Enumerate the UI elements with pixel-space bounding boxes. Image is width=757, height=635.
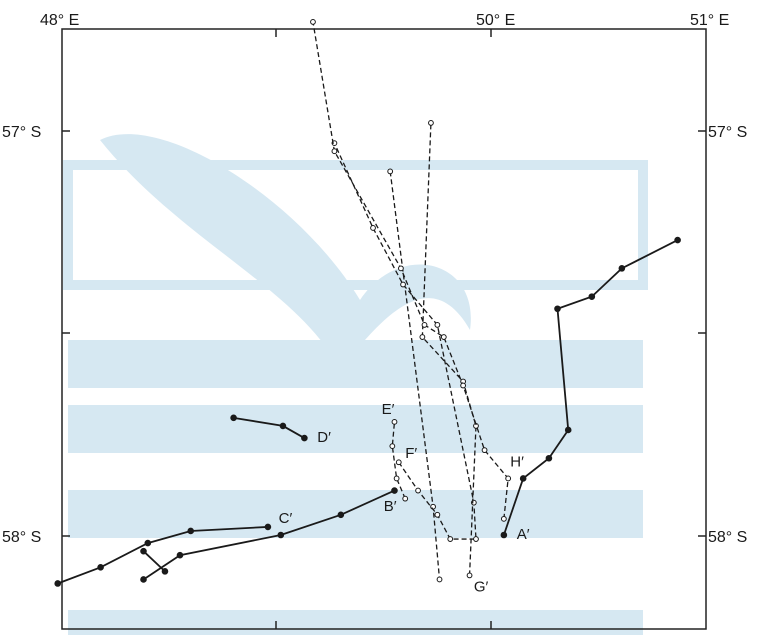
track-point-g-3 bbox=[419, 334, 426, 340]
lat-label-58-right: 58° S bbox=[708, 529, 747, 546]
track-point-c2-4 bbox=[391, 487, 398, 494]
track-point-b-1 bbox=[393, 475, 400, 482]
track-label-c: C′ bbox=[279, 510, 293, 527]
track-point-a-2 bbox=[545, 454, 553, 462]
track-point-e-0 bbox=[387, 168, 394, 175]
track-line-f bbox=[333, 142, 477, 540]
lon-label-48: 48° E bbox=[40, 12, 79, 29]
track-point-a-6 bbox=[618, 265, 626, 272]
map-frame bbox=[61, 28, 707, 630]
track-point-d-1 bbox=[279, 422, 287, 430]
track-point-b-0 bbox=[402, 495, 409, 502]
track-line-b bbox=[391, 421, 406, 499]
track-point-a-4 bbox=[554, 305, 561, 313]
track-point-a-0 bbox=[500, 531, 508, 539]
track-point-h-6 bbox=[398, 265, 404, 272]
watermark-logo bbox=[63, 134, 648, 635]
track-point-f-6 bbox=[434, 322, 441, 328]
lon-label-50: 50° E bbox=[476, 12, 515, 29]
track-point-b-3 bbox=[391, 418, 398, 425]
track-point-h-8 bbox=[310, 19, 316, 25]
drift-tracks: A′ B′ C′ D′ E′ F′ G′ H′ bbox=[54, 19, 681, 596]
track-point-c3-1 bbox=[161, 568, 169, 575]
track-label-d: D′ bbox=[317, 429, 331, 446]
track-line-c3 bbox=[142, 550, 166, 573]
track-point-h-4 bbox=[440, 334, 447, 340]
track-point-f-7 bbox=[400, 281, 406, 288]
track-point-d-0 bbox=[230, 414, 237, 422]
track-point-c3-0 bbox=[140, 547, 147, 555]
track-point-c2-1 bbox=[176, 551, 184, 559]
track-point-h-5 bbox=[421, 322, 428, 328]
track-point-a-5 bbox=[588, 293, 596, 300]
frame-ticks bbox=[62, 29, 706, 629]
track-point-a-3 bbox=[564, 426, 572, 434]
track-point-e-2 bbox=[436, 576, 443, 583]
track-point-g-0 bbox=[466, 572, 473, 579]
track-point-h-0 bbox=[500, 515, 507, 522]
track-point-d-2 bbox=[301, 434, 308, 442]
track-point-f-1 bbox=[415, 487, 421, 494]
track-point-h-3 bbox=[460, 382, 467, 389]
track-label-a: A′ bbox=[517, 526, 530, 543]
track-point-c-3 bbox=[187, 527, 194, 535]
track-point-f-4 bbox=[473, 536, 479, 542]
lat-label-58-left: 58° S bbox=[2, 529, 41, 546]
track-point-c-0 bbox=[54, 580, 62, 587]
track-line-a bbox=[503, 239, 679, 536]
track-point-h-7 bbox=[331, 148, 338, 155]
track-point-f-3 bbox=[447, 536, 454, 542]
track-point-c2-0 bbox=[140, 576, 147, 583]
track-line-h bbox=[312, 21, 509, 519]
track-point-g-4 bbox=[428, 120, 434, 126]
track-point-c-1 bbox=[97, 564, 104, 571]
track-point-c2-3 bbox=[337, 511, 345, 519]
lat-label-57-left: 57° S bbox=[2, 124, 41, 141]
track-point-b-2 bbox=[389, 443, 396, 450]
track-label-h: H′ bbox=[510, 453, 524, 470]
track-label-f: F′ bbox=[405, 445, 417, 462]
track-point-c-4 bbox=[264, 523, 272, 531]
track-point-a-1 bbox=[519, 475, 527, 482]
lon-label-51: 51° E bbox=[690, 12, 729, 29]
track-point-h-1 bbox=[505, 475, 512, 482]
track-label-g: G′ bbox=[474, 579, 489, 596]
track-point-c2-2 bbox=[277, 531, 285, 539]
track-point-h-2 bbox=[481, 447, 488, 454]
track-point-c-2 bbox=[144, 539, 152, 547]
track-point-a-7 bbox=[674, 236, 681, 244]
track-point-f-2 bbox=[434, 511, 441, 518]
track-point-f-0 bbox=[395, 459, 402, 466]
track-label-b: B′ bbox=[384, 498, 397, 515]
track-point-f-8 bbox=[370, 225, 376, 231]
track-label-e: E′ bbox=[382, 401, 395, 418]
lat-label-57-right: 57° S bbox=[708, 124, 747, 141]
